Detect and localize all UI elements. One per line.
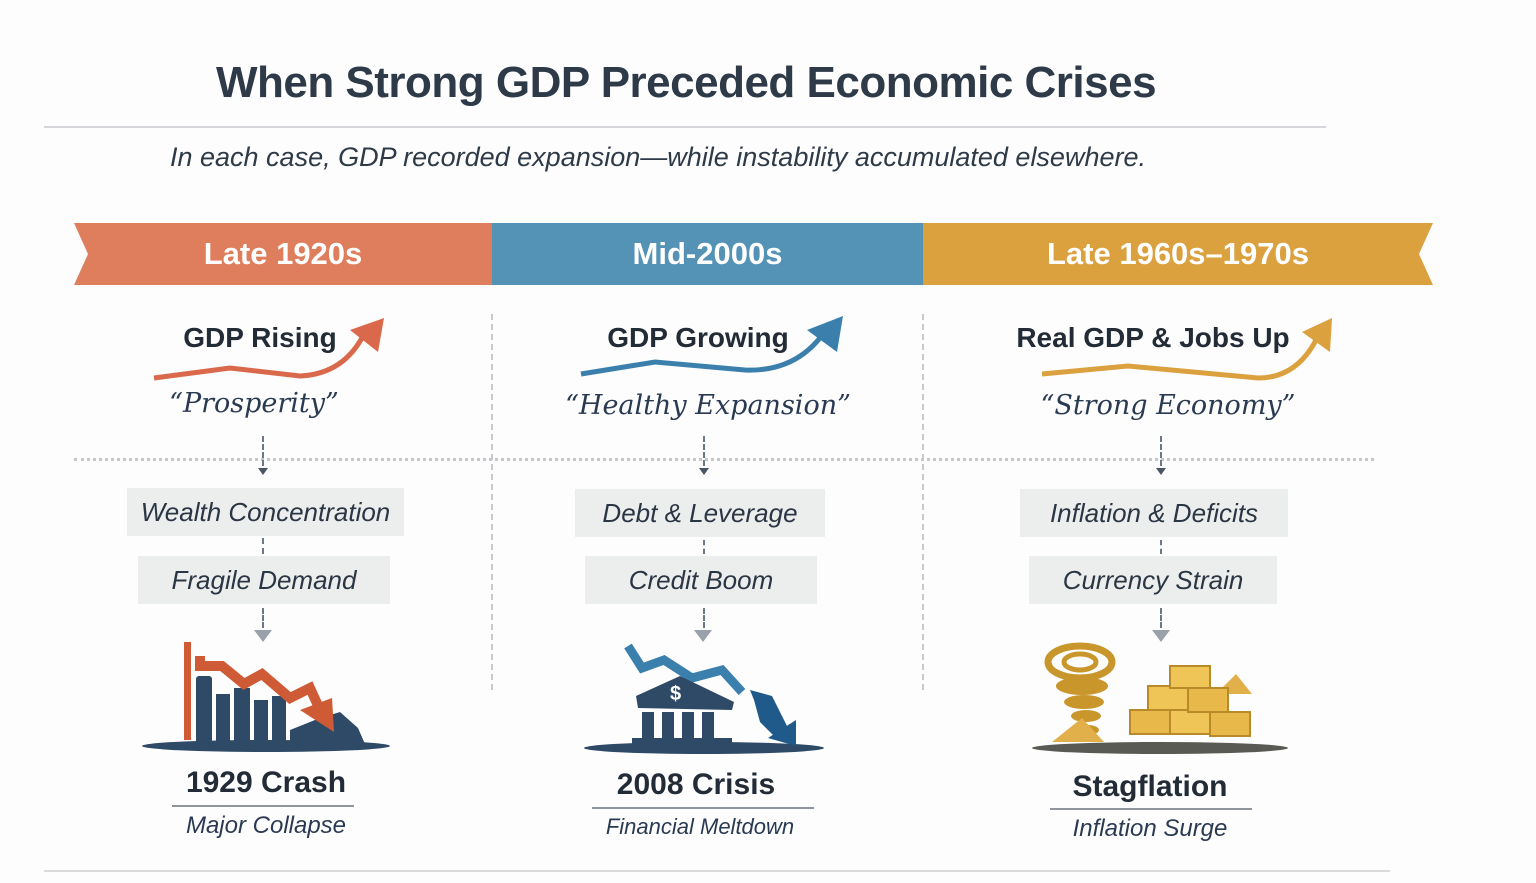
outcome-subtitle: Inflation Surge [1072,815,1228,842]
connector [703,608,705,628]
outcome-divider [1050,808,1252,810]
factor-box: Debt & Leverage [575,489,825,537]
period-banner-1920s: Late 1920s [74,223,492,285]
connector [1160,540,1162,554]
gdp-label: GDP Rising [183,322,337,353]
connector [703,540,705,554]
tornado-gold-bars-icon [1032,642,1288,754]
svg-text:$: $ [670,683,681,705]
page-subtitle: In each case, GDP recorded expansion—whi… [169,142,1146,172]
factor-box: Inflation & Deficits [1020,489,1288,537]
column-divider [491,314,493,690]
gdp-quote: “Prosperity” [169,388,339,419]
period-label: Late 1960s–1970s [1046,236,1309,271]
period-banner-1970s: Late 1960s–1970s [923,223,1433,285]
gdp-quote: “Healthy Expansion” [565,390,851,421]
factor-box: Fragile Demand [138,556,390,604]
outcome-title: 2008 Crisis [616,768,776,801]
arrow-down-icon [254,630,272,642]
outcome-divider [592,807,814,809]
factor-box: Wealth Concentration [127,488,404,536]
arrow-down-icon [699,468,709,475]
factor-box: Credit Boom [585,556,817,604]
factor-box: Currency Strain [1029,556,1277,604]
outcome-subtitle: Major Collapse [185,812,347,839]
row-divider [74,458,1374,461]
rising-arrow-icon [153,318,384,381]
falling-bar-chart-icon [142,642,390,752]
period-label: Mid-2000s [632,236,783,271]
arrow-down-icon [1152,630,1170,642]
connector [703,436,705,466]
outcome-divider [172,805,354,807]
rising-arrow-icon [580,316,843,377]
footer-divider [44,870,1390,872]
connector [262,436,264,466]
title-divider [44,126,1326,128]
connector [1160,436,1162,466]
period-banner-2000s: Mid-2000s [492,223,923,285]
column-divider [922,314,924,690]
arrow-down-icon [1156,468,1166,475]
connector [262,608,264,628]
rising-arrow-icon [1041,318,1332,381]
outcome-title: Stagflation [1072,770,1228,803]
gdp-label: GDP Growing [607,322,789,353]
period-label: Late 1920s [203,236,363,271]
outcome-title: 1929 Crash [185,766,347,799]
arrow-down-icon [694,630,712,642]
page-title: When Strong GDP Preceded Economic Crises [215,58,1157,107]
connector [262,538,264,554]
gdp-label: Real GDP & Jobs Up [1016,322,1290,353]
arrow-down-icon [258,468,268,475]
crumbling-bank-icon: $ [584,643,824,754]
connector [1160,608,1162,628]
outcome-subtitle: Financial Meltdown [605,814,795,839]
gdp-quote: “Strong Economy” [1040,390,1296,421]
